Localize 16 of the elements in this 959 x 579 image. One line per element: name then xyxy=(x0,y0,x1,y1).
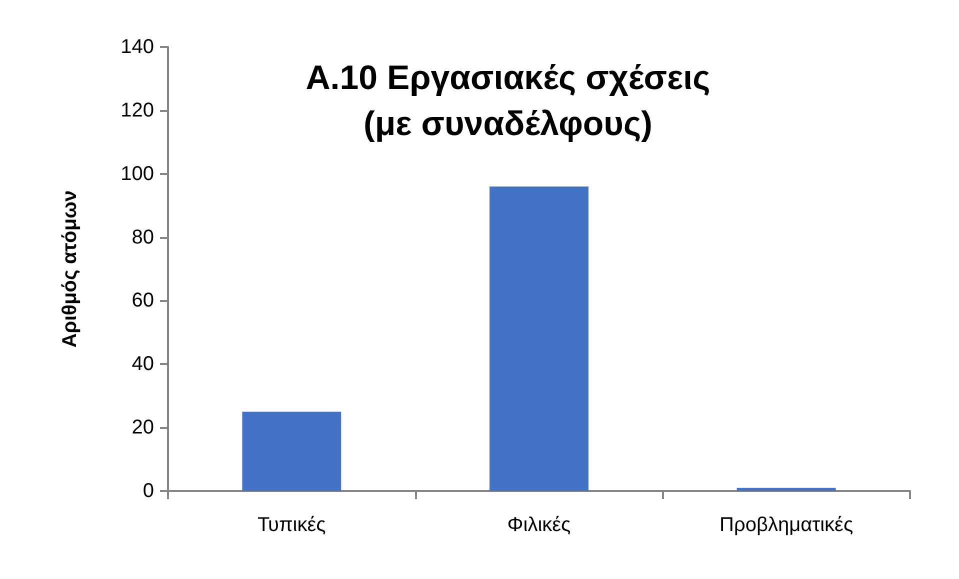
y-tick-label: 20 xyxy=(132,416,154,439)
bar xyxy=(242,412,342,491)
y-tick-label: 80 xyxy=(132,226,154,248)
x-tick-label: Τυπικές xyxy=(258,514,326,536)
y-tick-label: 60 xyxy=(132,290,154,312)
x-tick-label: Φιλικές xyxy=(507,514,572,536)
y-tick-label: 120 xyxy=(120,99,154,122)
y-axis-title: Αριθμός ατόμων xyxy=(59,190,81,348)
bar xyxy=(736,488,836,491)
y-tick-label: 0 xyxy=(142,480,154,502)
bar xyxy=(490,186,588,491)
text: Α.10 Εργασιακές σχέσεις (με συναδέλφους) xyxy=(306,59,710,143)
y-tick-label: 40 xyxy=(132,353,154,376)
y-tick-label: 100 xyxy=(120,162,154,185)
y-tick-label: 140 xyxy=(120,36,154,58)
x-tick-label: Προβληματικές xyxy=(720,514,854,536)
